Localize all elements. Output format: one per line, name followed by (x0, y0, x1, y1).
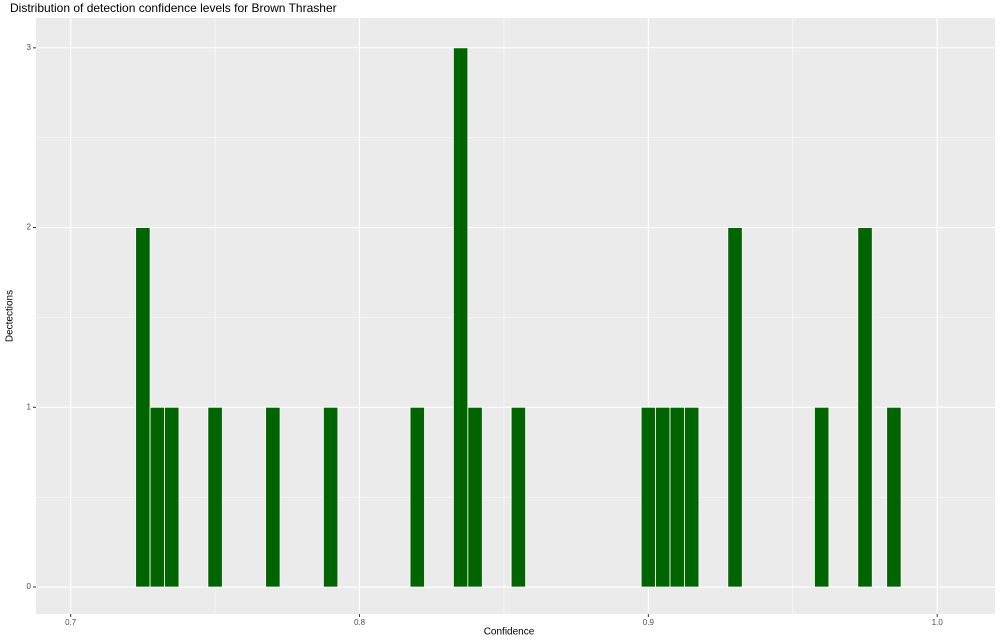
bar (857, 227, 873, 588)
bar (886, 406, 902, 588)
y-tick-label: 2 (27, 223, 32, 232)
bar (149, 406, 165, 588)
bar (409, 406, 425, 588)
bar (640, 406, 656, 588)
bar (323, 406, 339, 588)
y-tick-label: 1 (27, 402, 32, 411)
bar (467, 406, 483, 588)
chart-title: Distribution of detection confidence lev… (10, 1, 337, 15)
y-tick-label: 3 (27, 43, 32, 52)
x-tick-label: 0.8 (354, 618, 366, 627)
bar (265, 406, 281, 588)
bar (135, 227, 151, 588)
bar (164, 406, 180, 588)
x-tick-label: 0.7 (65, 618, 77, 627)
bar (814, 406, 830, 588)
bar (207, 406, 223, 588)
x-axis-title: Confidence (484, 627, 535, 638)
bar (684, 406, 700, 588)
bar (510, 406, 527, 588)
bar (655, 406, 671, 588)
y-axis-title: Dectections (5, 290, 16, 342)
x-tick-label: 0.9 (643, 618, 655, 627)
bar (727, 227, 743, 588)
bar (452, 47, 469, 588)
x-tick-label: 1.0 (932, 618, 944, 627)
bar (669, 406, 685, 588)
y-tick-label: 0 (27, 582, 32, 591)
